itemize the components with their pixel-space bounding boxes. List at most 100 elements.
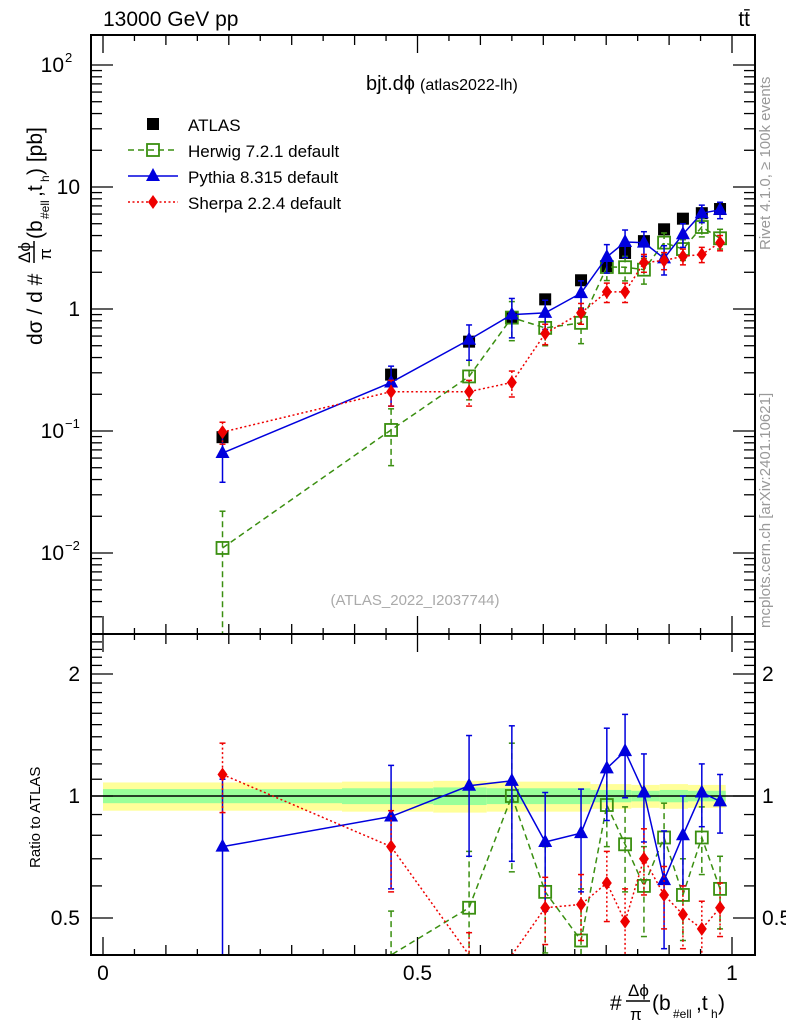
x-tick-label: 1 <box>726 962 738 985</box>
main-series-group <box>215 201 728 635</box>
data-point <box>539 293 552 306</box>
data-point <box>384 808 399 822</box>
legend-item: Sherpa 2.2.4 default <box>128 194 341 213</box>
series-pythia <box>215 201 728 484</box>
data-point <box>694 830 709 845</box>
data-point <box>620 914 631 929</box>
svg-text:h: h <box>711 1007 718 1021</box>
data-point <box>636 784 651 798</box>
data-point <box>601 284 612 299</box>
data-point <box>540 326 551 341</box>
data-point <box>464 384 475 399</box>
data-point <box>215 838 230 852</box>
data-point <box>636 234 651 248</box>
data-point <box>638 255 649 270</box>
data-point <box>386 839 397 854</box>
legend: ATLAS Herwig 7.2.1 default Pythia 8.315 de… <box>128 116 341 213</box>
legend-label: Pythia 8.315 default <box>188 168 339 187</box>
data-point <box>538 834 553 848</box>
data-point <box>506 375 517 390</box>
series-herwig <box>215 217 727 635</box>
data-point <box>576 305 587 320</box>
data-point <box>715 235 726 250</box>
data-point <box>504 772 519 786</box>
data-point <box>675 226 690 240</box>
legend-marker <box>146 168 160 181</box>
rivet-label: Rivet 4.1.0, ≥ 100k events <box>757 77 774 250</box>
legend-label: Sherpa 2.2.4 default <box>188 194 341 213</box>
x-axis-label: # Δϕ π (b #ell ,t h ) <box>610 981 725 1024</box>
series-sherpa <box>217 234 726 445</box>
data-point <box>384 423 398 437</box>
data-point <box>574 825 589 839</box>
mcplots-label: mcplots.cern.ch [arXiv:2401.10621] <box>757 393 774 628</box>
data-point <box>638 851 649 866</box>
data-point <box>696 921 707 936</box>
y-tick-label: 10 2 <box>41 50 73 77</box>
svg-text:π: π <box>36 248 55 260</box>
series-sherpa <box>217 742 726 956</box>
svg-text:#ell: #ell <box>38 200 52 219</box>
data-point <box>599 760 614 774</box>
legend-item: Pythia 8.315 default <box>128 168 339 187</box>
ratio-frame <box>90 633 756 956</box>
data-point <box>215 445 230 459</box>
svg-text:#: # <box>610 992 622 1015</box>
ratio-series-group <box>215 713 728 956</box>
data-point <box>462 777 477 791</box>
ratio-y-tick-label-right: 2 <box>762 663 774 686</box>
data-point <box>618 234 633 248</box>
svg-text:10: 10 <box>41 542 64 565</box>
data-point <box>386 384 397 399</box>
legend-marker <box>146 143 160 157</box>
svg-text:2: 2 <box>65 50 72 65</box>
series-pythia <box>215 713 728 955</box>
legend-item: Herwig 7.2.1 default <box>128 142 339 161</box>
y-tick-label: 10 −1 <box>41 416 80 443</box>
plot-title: bjt.dϕ <box>366 73 415 95</box>
data-point <box>540 900 551 915</box>
y-tick-label: 10 <box>57 176 80 199</box>
svg-text:1: 1 <box>68 298 80 321</box>
ratio-y-axis-label: Ratio to ATLAS <box>27 767 44 868</box>
data-point <box>715 900 726 915</box>
data-point <box>538 304 553 318</box>
main-y-axis-label: dσ / d # Δϕ π (b #ell ,t h ) [pb] <box>15 127 55 345</box>
svg-text:#ell: #ell <box>673 1007 692 1021</box>
ratio-axes: 2 2 1 1 0.5 0.5 0 0.5 1 <box>51 634 786 985</box>
data-point <box>675 827 690 841</box>
svg-text:,t: ,t <box>696 992 708 1015</box>
svg-text:−1: −1 <box>65 416 80 431</box>
data-point <box>504 306 519 320</box>
data-point <box>659 253 670 268</box>
svg-text:−2: −2 <box>65 538 80 553</box>
energy-label: 13000 GeV pp <box>103 8 238 31</box>
ratio-y-tick-label: 1 <box>68 785 80 808</box>
svg-text:10: 10 <box>41 54 64 77</box>
analysis-watermark: (ATLAS_2022_I2037744) <box>330 592 499 609</box>
data-point <box>620 284 631 299</box>
data-point <box>677 249 688 264</box>
process-label: tt̄ <box>738 8 750 31</box>
svg-text:,t: ,t <box>24 185 47 197</box>
series-line <box>222 793 721 956</box>
series-herwig <box>222 742 727 956</box>
svg-text:π: π <box>630 1005 642 1024</box>
data-point <box>576 897 587 912</box>
data-point <box>694 784 709 798</box>
data-point <box>676 212 689 225</box>
data-point <box>657 872 672 886</box>
data-point <box>618 743 633 757</box>
data-point <box>601 876 612 891</box>
data-point <box>618 260 632 275</box>
y-tick-label: 1 <box>68 298 80 321</box>
data-point <box>713 201 728 215</box>
data-point <box>637 879 651 893</box>
data-point <box>694 205 709 219</box>
svg-text:(b: (b <box>24 220 47 239</box>
data-point <box>462 331 477 345</box>
ratio-uncertainty-band <box>91 780 755 813</box>
data-point <box>618 837 632 852</box>
plot-subtitle: (atlas2022-lh) <box>420 77 518 94</box>
